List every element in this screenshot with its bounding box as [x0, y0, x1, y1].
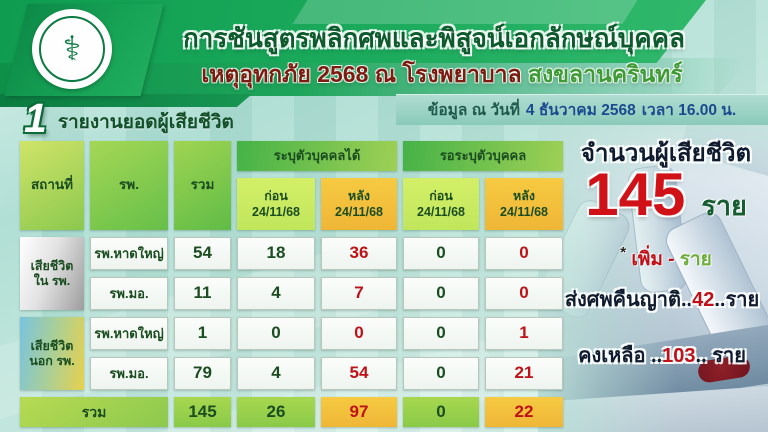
- table-cell-wait-before: 0: [403, 357, 479, 390]
- rowgroup-label: นอก รพ.: [29, 353, 75, 368]
- table-cell-hospital: รพ.มอ.: [90, 277, 168, 310]
- table-cell-wait-before: 0: [403, 317, 479, 350]
- returned-prefix: ส่งศพคืนญาติ..: [564, 289, 693, 311]
- subheader-date: 24/11/68: [335, 205, 383, 219]
- table-cell-total: 79: [174, 357, 231, 390]
- col-header-place: สถานที่: [20, 141, 84, 230]
- col-header-total: รวม: [174, 141, 231, 230]
- subheader-waiting-after: หลัง 24/11/68: [485, 178, 563, 230]
- summary-title: จำนวนผู้เสียชีวิต: [580, 140, 752, 167]
- remaining-value: 103: [662, 345, 696, 367]
- subheader-label: ก่อน: [264, 188, 288, 203]
- table-cell-id-before: 4: [237, 357, 315, 390]
- table-cell-id-before: 0: [237, 317, 315, 350]
- subtitle-event: เหตุอุทกภัย 2568 ณ โรงพยาบาล: [201, 61, 522, 87]
- section-number: 1: [24, 95, 47, 141]
- table-cell-id-after: 7: [321, 277, 397, 310]
- summary-added-note: * เพิ่ม - ราย: [566, 244, 766, 274]
- rowgroup-label: เสียชีวิต: [30, 338, 74, 353]
- total-cell-wait-before: 0: [403, 397, 479, 427]
- table-cell-id-after: 0: [321, 317, 397, 350]
- subtitle-hospital: สงขลานครินทร์: [527, 61, 683, 87]
- subheader-identified-before: ก่อน 24/11/68: [237, 178, 315, 230]
- rowgroup-died-outside-hospital: เสียชีวิต นอก รพ.: [20, 317, 84, 390]
- table-cell-id-before: 18: [237, 237, 315, 270]
- rowgroup-died-in-hospital: เสียชีวิต ใน รพ.: [20, 237, 84, 310]
- photo-fade-overlay: [538, 110, 768, 432]
- subheader-date: 24/11/68: [500, 205, 548, 219]
- table-cell-wait-after: 1: [485, 317, 563, 350]
- added-label: เพิ่ม: [631, 249, 663, 270]
- table-cell-total: 1: [174, 317, 231, 350]
- microscope-photo: [538, 110, 768, 432]
- date-value: 4 ธันวาคม 2568: [525, 102, 636, 119]
- table-cell-hospital: รพ.หาดใหญ่: [90, 237, 168, 270]
- summary-returned-line: ส่งศพคืนญาติ..42..ราย: [556, 288, 768, 313]
- caduceus-icon: ⚕: [62, 30, 82, 68]
- ministry-of-public-health-seal: ⚕: [32, 9, 112, 89]
- casualty-table: สถานที่ รพ. รวม ระบุตัวบุคคลได้ รอระบุตั…: [20, 141, 563, 427]
- table-cell-id-after: 54: [321, 357, 397, 390]
- rowgroup-label: ใน รพ.: [33, 273, 71, 288]
- remaining-prefix: คงเหลือ ..: [578, 345, 663, 367]
- header-band-tail: [0, 94, 252, 107]
- date-prefix: ข้อมูล ณ วันที่: [427, 102, 520, 119]
- page-title: การชันสูตรพลิกศพและพิสูจน์เอกลักษณ์บุคคล: [183, 23, 685, 53]
- subheader-waiting-before: ก่อน 24/11/68: [403, 178, 479, 230]
- total-cell-id-after: 97: [321, 397, 397, 427]
- death-count-value: 145: [585, 161, 686, 228]
- table-cell-total: 54: [174, 237, 231, 270]
- table-cell-total: 11: [174, 277, 231, 310]
- rowgroup-label: เสียชีวิต: [30, 258, 74, 273]
- table-cell-wait-after: 21: [485, 357, 563, 390]
- summary-death-count: 145 ราย: [566, 162, 766, 234]
- summary-remaining-line: คงเหลือ ..103.. ราย: [556, 344, 768, 369]
- remaining-suffix: .. ราย: [695, 345, 746, 367]
- col-header-hospital: รพ.: [90, 141, 168, 230]
- table-cell-wait-before: 0: [403, 277, 479, 310]
- total-row-label: รวม: [20, 397, 168, 427]
- total-cell-id-before: 26: [237, 397, 315, 427]
- group-header-waiting: รอระบุตัวบุคคล: [403, 141, 563, 171]
- page-subtitle: เหตุอุทกภัย 2568 ณ โรงพยาบาล สงขลานครินท…: [158, 60, 726, 89]
- table-cell-wait-after: 0: [485, 277, 563, 310]
- returned-suffix: ..ราย: [714, 289, 760, 311]
- subheader-label: หลัง: [512, 188, 535, 203]
- time-value: เวลา 16.00 น.: [641, 102, 737, 119]
- subheader-date: 24/11/68: [252, 205, 300, 219]
- table-cell-wait-after: 0: [485, 237, 563, 270]
- added-dash: -: [668, 249, 675, 270]
- total-cell-total: 145: [174, 397, 231, 427]
- added-unit: ราย: [679, 249, 712, 270]
- asterisk: *: [620, 244, 627, 261]
- group-header-identified: ระบุตัวบุคคลได้: [237, 141, 397, 171]
- section-title: รายงานยอดผู้เสียชีวิต: [57, 111, 234, 133]
- table-cell-wait-before: 0: [403, 237, 479, 270]
- section-heading: 1 รายงานยอดผู้เสียชีวิต: [24, 98, 234, 139]
- subheader-identified-after: หลัง 24/11/68: [321, 178, 397, 230]
- returned-value: 42: [692, 289, 715, 311]
- data-as-of-bar: ข้อมูล ณ วันที่ 4 ธันวาคม 2568 เวลา 16.0…: [396, 94, 768, 125]
- total-cell-wait-after: 22: [485, 397, 563, 427]
- death-count-unit: ราย: [701, 191, 747, 221]
- subheader-label: หลัง: [347, 188, 370, 203]
- subheader-date: 24/11/68: [417, 205, 465, 219]
- table-cell-id-after: 36: [321, 237, 397, 270]
- table-cell-hospital: รพ.หาดใหญ่: [90, 317, 168, 350]
- table-cell-id-before: 4: [237, 277, 315, 310]
- seal-ring: [39, 16, 105, 82]
- subheader-label: ก่อน: [429, 188, 453, 203]
- table-cell-hospital: รพ.มอ.: [90, 357, 168, 390]
- header-band-highlight: [292, 0, 638, 24]
